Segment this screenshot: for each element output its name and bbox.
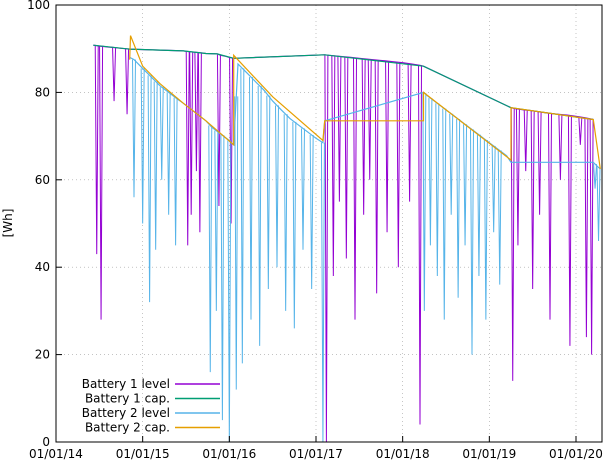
y-tick-label: 100 <box>27 0 50 12</box>
series-dip <box>422 93 427 311</box>
series-line <box>93 44 594 121</box>
series-dip <box>301 128 305 250</box>
x-tick-label: 01/01/15 <box>116 447 170 461</box>
series-dip <box>257 85 262 346</box>
series-dip <box>361 58 366 215</box>
x-tick-label: 01/01/16 <box>202 447 256 461</box>
series-dip <box>470 129 474 355</box>
series-dip <box>292 121 297 329</box>
series-dip <box>132 59 136 198</box>
series-dip <box>194 52 199 172</box>
series-dip <box>320 142 325 443</box>
series-dip <box>548 113 552 320</box>
series-dip <box>214 130 219 311</box>
series-dip <box>153 81 158 250</box>
series-dip <box>396 62 401 268</box>
x-tick-label: 01/01/17 <box>289 447 343 461</box>
series-dip <box>537 111 542 215</box>
y-tick-label: 40 <box>35 260 50 274</box>
series-dip <box>428 98 433 246</box>
x-axis-ticks: 01/01/14 01/01/15 01/01/16 01/01/17 01/01/18… <box>29 436 603 461</box>
series-dip <box>240 68 245 364</box>
series-battery-1-cap <box>93 44 594 121</box>
series-dip <box>491 145 496 233</box>
series-dip <box>584 118 589 338</box>
series-dip <box>99 46 104 320</box>
series-dip <box>140 68 145 224</box>
x-tick-label: 01/01/19 <box>462 447 516 461</box>
series-dip <box>166 92 171 215</box>
series-dip <box>147 75 152 303</box>
series-dip <box>309 135 314 290</box>
series-dip <box>275 105 279 268</box>
series-dip <box>353 57 357 320</box>
series-dip <box>578 117 583 145</box>
series-dip <box>483 140 488 320</box>
series-dip <box>94 45 99 255</box>
y-tick-label: 0 <box>42 435 50 449</box>
series-dip <box>476 134 481 276</box>
series-dip <box>197 52 202 233</box>
series-dip <box>234 96 239 390</box>
series-dip <box>344 56 349 259</box>
series-dip <box>208 125 213 373</box>
series-dip <box>510 108 515 381</box>
series-dip <box>331 55 336 276</box>
x-tick-label: 01/01/20 <box>549 447 603 461</box>
legend-label: Battery 2 cap. <box>85 421 170 435</box>
series-dip <box>337 56 342 202</box>
series-dip <box>456 119 461 298</box>
series-dip <box>374 60 379 294</box>
series-dip <box>185 51 190 246</box>
series-group <box>93 35 601 443</box>
series-dip <box>567 115 572 346</box>
y-tick-label: 60 <box>35 173 50 187</box>
series-battery-2-cap <box>129 35 601 169</box>
series-dip <box>125 48 130 115</box>
series-dip <box>283 114 288 311</box>
series-dip <box>435 103 440 276</box>
series-dip <box>249 77 253 320</box>
series-dip <box>497 150 502 285</box>
series-dip <box>589 119 594 355</box>
legend-label: Battery 1 cap. <box>85 392 170 406</box>
series-dip <box>216 54 221 207</box>
series-battery-1-level <box>93 44 594 443</box>
legend-label: Battery 1 level <box>82 377 170 391</box>
series-dip <box>385 61 390 233</box>
series-dip <box>558 114 563 180</box>
series-line <box>129 35 601 169</box>
series-dip <box>530 110 535 290</box>
series-dip <box>159 87 164 180</box>
x-tick-label: 01/01/14 <box>29 447 83 461</box>
series-dip <box>515 108 520 246</box>
series-dip <box>442 108 447 320</box>
series-dip <box>220 135 225 421</box>
series-dip <box>593 164 598 189</box>
series-dip <box>324 54 329 443</box>
series-dip <box>189 51 194 215</box>
y-axis-label: [Wh] <box>1 209 15 238</box>
legend-label: Battery 2 level <box>82 406 170 420</box>
y-axis-ticks: 0 20 40 60 80 100 <box>27 0 62 449</box>
series-dip <box>463 124 468 246</box>
plot-frame <box>55 4 603 443</box>
series-dip <box>229 57 234 224</box>
series-dip <box>266 95 271 290</box>
series-dip <box>367 59 372 180</box>
x-tick-label: 01/01/18 <box>376 447 430 461</box>
y-tick-label: 20 <box>35 348 50 362</box>
y-tick-label: 80 <box>35 85 50 99</box>
series-dip <box>596 167 601 241</box>
series-dip <box>523 110 528 172</box>
series-dip <box>173 97 178 246</box>
series-dip <box>112 47 117 102</box>
series-dip <box>449 113 454 215</box>
series-dip <box>418 65 422 425</box>
series-dip <box>407 63 412 202</box>
